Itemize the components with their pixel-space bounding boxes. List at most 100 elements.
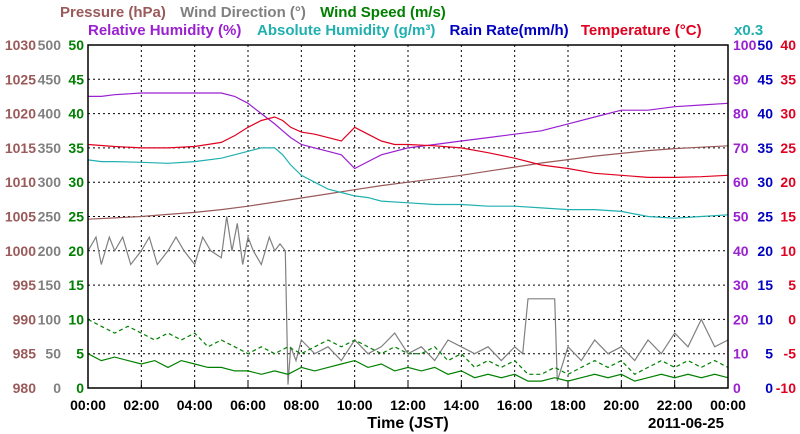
- y-tick-label-wind-direction: 250: [38, 209, 62, 225]
- legend-wind-speed: Wind Speed (m/s): [320, 4, 446, 21]
- x-axis-label: Time (JST): [367, 415, 449, 432]
- y-tick-label-temperature: 5: [788, 277, 796, 293]
- y-tick-label-wind-direction: 0: [53, 380, 61, 396]
- y-tick-label-rain-rate: 40: [757, 106, 773, 122]
- y-tick-label-wind-speed: 35: [68, 140, 84, 156]
- series-line-wind-direction: [87, 216, 729, 385]
- y-tick-label-wind-direction: 200: [38, 243, 62, 259]
- x-tick-label: 02:00: [123, 397, 159, 413]
- y-tick-label-pressure: 1030: [5, 37, 36, 53]
- y-tick-label-wind-speed: 20: [68, 243, 84, 259]
- y-tick-label-temperature: 25: [780, 140, 796, 156]
- y-tick-label-relative-humidity: 80: [733, 106, 749, 122]
- y-tick-label-wind-direction: 100: [38, 311, 62, 327]
- y-tick-label-wind-speed: 40: [68, 106, 84, 122]
- y-tick-label-rain-rate: 45: [757, 71, 773, 87]
- y-tick-label-temperature: -5: [784, 346, 797, 362]
- x-tick-label: 18:00: [550, 397, 586, 413]
- y-tick-label-wind-speed: 5: [76, 346, 84, 362]
- y-tick-label-wind-speed: 25: [68, 209, 84, 225]
- series-line-pressure-hpa: [87, 145, 729, 220]
- x-tick-label: 16:00: [497, 397, 533, 413]
- y-tick-label-wind-speed: 50: [68, 37, 84, 53]
- y-tick-label-relative-humidity: 90: [733, 71, 749, 87]
- series-line-absolute-humidity-g-m: [87, 147, 729, 219]
- y-tick-label-temperature: 20: [780, 174, 796, 190]
- y-tick-label-pressure: 995: [13, 277, 37, 293]
- y-tick-label-pressure: 1025: [5, 71, 36, 87]
- x-tick-label: 12:00: [390, 397, 426, 413]
- y-tick-label-wind-direction: 50: [45, 346, 61, 362]
- x-tick-label: 08:00: [283, 397, 319, 413]
- y-tick-label-relative-humidity: 20: [733, 311, 749, 327]
- y-tick-label-rain-rate: 30: [757, 174, 773, 190]
- y-tick-label-wind-speed: 30: [68, 174, 84, 190]
- legend-row-2: Relative Humidity (%) Absolute Humidity …: [88, 22, 702, 39]
- y-tick-label-rain-rate: 25: [757, 209, 773, 225]
- x-tick-label: 20:00: [603, 397, 639, 413]
- axis-ticks: 00:00 02:00 04:00 06:00 08:00 10:00 12:00 14:00…: [5, 37, 796, 413]
- y-tick-label-pressure: 1000: [5, 243, 36, 259]
- legend-pressure: Pressure (hPa): [60, 4, 166, 21]
- x-tick-label: 22:00: [657, 397, 693, 413]
- legend-relative-humidity: Relative Humidity (%): [88, 22, 241, 39]
- y-tick-label-wind-direction: 150: [38, 277, 62, 293]
- x-tick-label: 06:00: [230, 397, 266, 413]
- y-tick-label-wind-direction: 300: [38, 174, 62, 190]
- y-tick-label-temperature: 40: [780, 37, 796, 53]
- y-tick-label-rain-rate: 20: [757, 243, 773, 259]
- legend-rain-rate: Rain Rate(mm/h): [450, 22, 569, 39]
- y-tick-label-wind-speed: 15: [68, 277, 84, 293]
- y-tick-label-temperature: 0: [788, 311, 796, 327]
- y-tick-label-temperature: 35: [780, 71, 796, 87]
- y-tick-label-temperature: 15: [780, 209, 796, 225]
- y-tick-label-pressure: 985: [13, 346, 37, 362]
- y-tick-label-relative-humidity: 10: [733, 346, 749, 362]
- y-tick-label-wind-speed: 10: [68, 311, 84, 327]
- y-tick-label-pressure: 1010: [5, 174, 36, 190]
- y-tick-label-wind-direction: 500: [38, 37, 62, 53]
- legend-multiplier: x0.3: [734, 22, 763, 39]
- y-tick-label-pressure: 990: [13, 311, 37, 327]
- y-tick-label-pressure: 1005: [5, 209, 36, 225]
- y-tick-label-relative-humidity: 40: [733, 243, 749, 259]
- x-tick-label: 00:00: [70, 397, 106, 413]
- y-tick-label-wind-speed: 45: [68, 71, 84, 87]
- series-group: [87, 92, 729, 385]
- series-line-temperature-c: [87, 116, 729, 178]
- y-tick-label-relative-humidity: 100: [733, 37, 757, 53]
- y-tick-label-pressure: 1020: [5, 106, 36, 122]
- y-tick-label-relative-humidity: 0: [733, 380, 741, 396]
- y-tick-label-wind-direction: 450: [38, 71, 62, 87]
- y-tick-label-relative-humidity: 30: [733, 277, 749, 293]
- legend-temperature: Temperature (°C): [581, 22, 702, 39]
- y-tick-label-wind-speed: 0: [76, 380, 84, 396]
- y-tick-label-relative-humidity: 50: [733, 209, 749, 225]
- series-line-wind-speed-m-s: [87, 353, 729, 382]
- x-tick-label: 00:00: [710, 397, 746, 413]
- y-tick-label-relative-humidity: 70: [733, 140, 749, 156]
- y-tick-label-rain-rate: 35: [757, 140, 773, 156]
- legend-row-1: Pressure (hPa) Wind Direction (°) Wind S…: [60, 4, 446, 21]
- x-tick-label: 10:00: [337, 397, 373, 413]
- legend-absolute-humidity: Absolute Humidity (g/m³): [257, 22, 435, 39]
- y-tick-label-pressure: 980: [13, 380, 37, 396]
- y-tick-label-rain-rate: 5: [765, 346, 773, 362]
- x-tick-label: 14:00: [443, 397, 479, 413]
- y-tick-label-temperature: 30: [780, 106, 796, 122]
- y-tick-label-rain-rate: 50: [757, 37, 773, 53]
- grid: [88, 45, 728, 388]
- y-tick-label-temperature: -10: [776, 380, 796, 396]
- y-tick-label-rain-rate: 15: [757, 277, 773, 293]
- x-tick-label: 04:00: [177, 397, 213, 413]
- y-tick-label-wind-direction: 400: [38, 106, 62, 122]
- y-tick-label-rain-rate: 0: [765, 380, 773, 396]
- y-tick-label-wind-direction: 350: [38, 140, 62, 156]
- y-tick-label-pressure: 1015: [5, 140, 36, 156]
- date-label: 2011-06-25: [648, 415, 724, 432]
- series-line-wind-speed-gust-m-s: [87, 318, 729, 376]
- y-tick-label-temperature: 10: [780, 243, 796, 259]
- y-tick-label-rain-rate: 10: [757, 311, 773, 327]
- legend-wind-direction: Wind Direction (°): [180, 4, 306, 21]
